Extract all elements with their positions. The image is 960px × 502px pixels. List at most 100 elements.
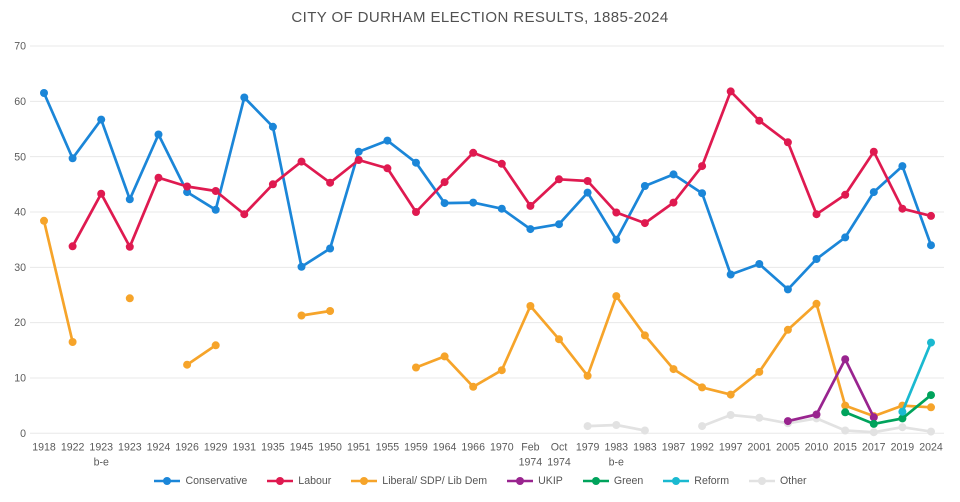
data-point — [841, 401, 850, 410]
data-point — [97, 115, 106, 124]
x-tick-label: 1926 — [175, 442, 199, 454]
x-tick-label: 1974 — [519, 457, 543, 469]
data-point — [898, 423, 907, 432]
data-point — [726, 390, 735, 399]
data-point — [755, 413, 764, 422]
x-tick-label: b-e — [94, 457, 109, 469]
data-point — [68, 154, 77, 163]
x-tick-label: 1955 — [376, 442, 400, 454]
data-point — [268, 180, 277, 189]
data-point — [812, 210, 821, 219]
data-point — [669, 198, 678, 207]
x-tick-label: 1931 — [233, 442, 257, 454]
data-point — [497, 366, 506, 375]
x-tick-label: 1924 — [147, 442, 171, 454]
x-tick-label: 2001 — [748, 442, 772, 454]
legend-swatch-dot — [672, 477, 681, 485]
data-point — [40, 216, 48, 225]
data-point — [783, 138, 792, 147]
legend-label: Other — [780, 475, 807, 487]
chart-title: CITY OF DURHAM ELECTION RESULTS, 1885-20… — [291, 9, 669, 26]
data-point — [927, 338, 935, 347]
x-tick-label: 1935 — [261, 442, 285, 454]
data-point — [612, 292, 621, 301]
data-point — [812, 255, 821, 263]
x-tick-label: 1966 — [461, 442, 485, 454]
data-point — [68, 338, 77, 346]
x-tick-label: 2017 — [862, 442, 886, 454]
data-point — [898, 414, 907, 423]
data-point — [97, 189, 106, 198]
data-point — [583, 177, 592, 185]
data-point — [297, 157, 306, 166]
data-point — [469, 198, 478, 207]
legend-item-liberal-sdp-lib-dem: Liberal/ SDP/ Lib Dem — [350, 475, 487, 487]
x-tick-label: 1987 — [662, 442, 686, 454]
data-point — [698, 383, 707, 392]
y-tick-label: 0 — [20, 428, 26, 440]
data-point — [240, 93, 249, 102]
legend-swatch-dot — [758, 477, 767, 485]
legend-label: Green — [613, 475, 644, 487]
data-point — [898, 407, 907, 416]
legend-swatch-ukip-icon — [507, 477, 534, 485]
data-point — [240, 210, 249, 219]
series-labour — [68, 87, 935, 251]
x-tick-label: Oct — [551, 442, 568, 454]
series-line — [42, 219, 933, 418]
data-point — [869, 413, 878, 422]
data-point — [326, 178, 335, 187]
series-conservative — [40, 89, 935, 294]
data-point — [640, 331, 649, 340]
legend-swatch-dot — [360, 477, 369, 485]
data-point — [927, 211, 935, 220]
data-point — [183, 360, 192, 369]
x-tick-label: 2010 — [805, 442, 829, 454]
data-point — [783, 285, 792, 294]
x-tick-label: 1923 — [89, 442, 113, 454]
data-point — [726, 411, 735, 419]
x-tick-label: 1923 — [118, 442, 142, 454]
data-point — [583, 422, 592, 431]
legend-item-green: Green — [582, 475, 643, 487]
y-tick-label: 70 — [14, 41, 26, 53]
x-tick-label: 1997 — [719, 442, 743, 454]
data-point — [640, 182, 649, 190]
data-point — [612, 235, 621, 244]
data-point — [869, 147, 878, 156]
legend-item-labour: Labour — [266, 475, 331, 487]
x-tick-label: 1974 — [547, 457, 571, 469]
data-point — [183, 182, 192, 191]
y-tick-label: 40 — [14, 207, 26, 219]
x-axis-labels: 1918 1922 1923 b-e 1923 1924 1926 1929 1931 1935 1… — [32, 442, 943, 469]
data-point — [526, 302, 535, 310]
data-point — [898, 204, 907, 213]
data-point — [612, 421, 621, 429]
y-axis-labels: 0 10 20 30 40 50 60 70 — [14, 41, 26, 440]
data-point — [583, 188, 592, 197]
legend-swatch-dot — [163, 477, 172, 485]
x-tick-label: b-e — [609, 457, 624, 469]
series-reform — [898, 338, 935, 416]
data-point — [469, 382, 478, 391]
series-line — [42, 91, 933, 291]
data-point — [526, 201, 535, 210]
data-point — [669, 365, 678, 374]
legend-item-ukip: UKIP — [506, 475, 563, 487]
legend: Conservative Labour Liberal/ SDP/ Lib Dem U… — [0, 475, 960, 487]
legend-swatch-green-icon — [582, 477, 609, 485]
data-point — [869, 419, 878, 428]
data-point — [154, 173, 163, 182]
x-tick-label: 2019 — [891, 442, 915, 454]
x-tick-label: 2015 — [833, 442, 857, 454]
data-point — [555, 220, 563, 229]
data-point — [669, 170, 678, 179]
legend-label: Liberal/ SDP/ Lib Dem — [382, 475, 488, 487]
legend-swatch-reform-icon — [663, 477, 690, 485]
x-tick-label: Feb — [521, 442, 539, 454]
data-point — [211, 187, 220, 195]
data-point — [440, 199, 449, 208]
x-tick-label: 1918 — [32, 442, 56, 454]
data-point — [68, 242, 77, 251]
